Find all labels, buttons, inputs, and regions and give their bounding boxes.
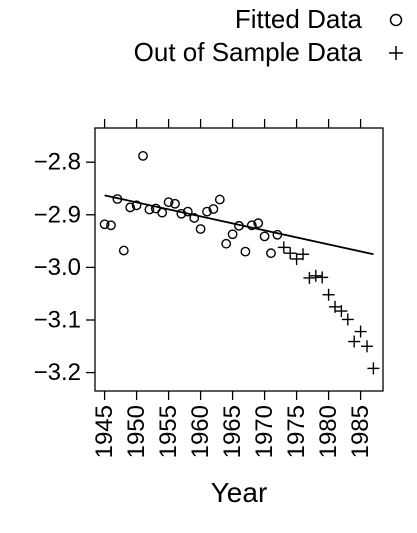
out-of-sample-point [354, 325, 367, 338]
fitted-data-point [131, 200, 142, 211]
out-of-sample-point [348, 335, 361, 348]
plot-frame [94, 127, 384, 392]
y-axis: −2.8 −2.9 −3.0 −3.1 −3.2 [34, 149, 95, 386]
out-of-sample-point [335, 305, 348, 318]
x-axis: 1945 1950 1955 1960 1965 1970 1975 1980 1985 [91, 119, 374, 458]
fitted-data-point [170, 198, 180, 209]
fitted-data-point [253, 218, 264, 229]
y-tick-label: −3.2 [34, 359, 81, 386]
fitted-data-point [125, 202, 136, 213]
y-tick-label: −2.8 [34, 149, 81, 176]
fitted-data-point [118, 245, 129, 256]
fitted-data-point [182, 206, 193, 217]
fitted-data-point [246, 220, 257, 231]
x-tick-label: 1965 [219, 405, 246, 458]
fitted-data-point [266, 248, 276, 259]
fitted-data-point [221, 238, 232, 249]
out-of-sample-point [361, 340, 373, 353]
out-of-sample-point [367, 362, 380, 375]
out-of-sample-point [309, 269, 322, 282]
fitted-data-point [157, 207, 168, 218]
fitted-data-point [138, 150, 148, 161]
out-of-sample-point [284, 247, 297, 260]
legend: Fitted Data Out of Sample Data [134, 4, 403, 67]
x-tick-label: 1975 [283, 405, 310, 458]
trend-line [104, 194, 374, 256]
x-tick-label: 1950 [123, 405, 150, 458]
fitted-data-point [227, 229, 238, 240]
legend-marker-out-of-sample-data [389, 46, 403, 60]
fitted-data-point [208, 204, 219, 214]
out-of-sample-point [290, 252, 303, 265]
out-of-sample-point [277, 241, 290, 254]
out-of-sample-point [341, 313, 354, 326]
x-tick-label: 1970 [251, 405, 278, 458]
fitted-data-point [99, 219, 110, 230]
out-of-sample-point [303, 271, 316, 284]
fitted-data-point [195, 224, 206, 234]
out-of-sample-point [329, 300, 341, 313]
x-tick-label: 1980 [315, 405, 342, 458]
x-tick-label: 1955 [155, 405, 182, 458]
y-tick-label: −2.9 [34, 201, 81, 228]
x-tick-label: 1985 [347, 405, 374, 458]
x-axis-title: Year [211, 477, 268, 508]
y-tick-label: −3.0 [34, 254, 81, 281]
fitted-data-point [106, 220, 116, 231]
x-tick-label: 1945 [91, 405, 118, 458]
fitted-data-point [202, 206, 212, 217]
fitted-data-point [189, 213, 200, 223]
legend-marker-fitted-data [389, 13, 403, 27]
legend-label-fitted-data: Fitted Data [235, 4, 363, 34]
x-tick-label: 1960 [187, 405, 214, 458]
fitted-data-point [240, 246, 251, 257]
fitted-data-point [163, 197, 174, 208]
y-tick-label: −3.1 [34, 306, 81, 333]
legend-label-out-of-sample-data: Out of Sample Data [134, 37, 363, 67]
fitted-data-point [259, 231, 270, 242]
fitted-data-point [214, 194, 225, 205]
out-of-sample-point [322, 288, 335, 301]
out-of-sample-point [297, 248, 309, 261]
out-of-sample-point [316, 271, 329, 284]
plot-marks [99, 150, 380, 375]
